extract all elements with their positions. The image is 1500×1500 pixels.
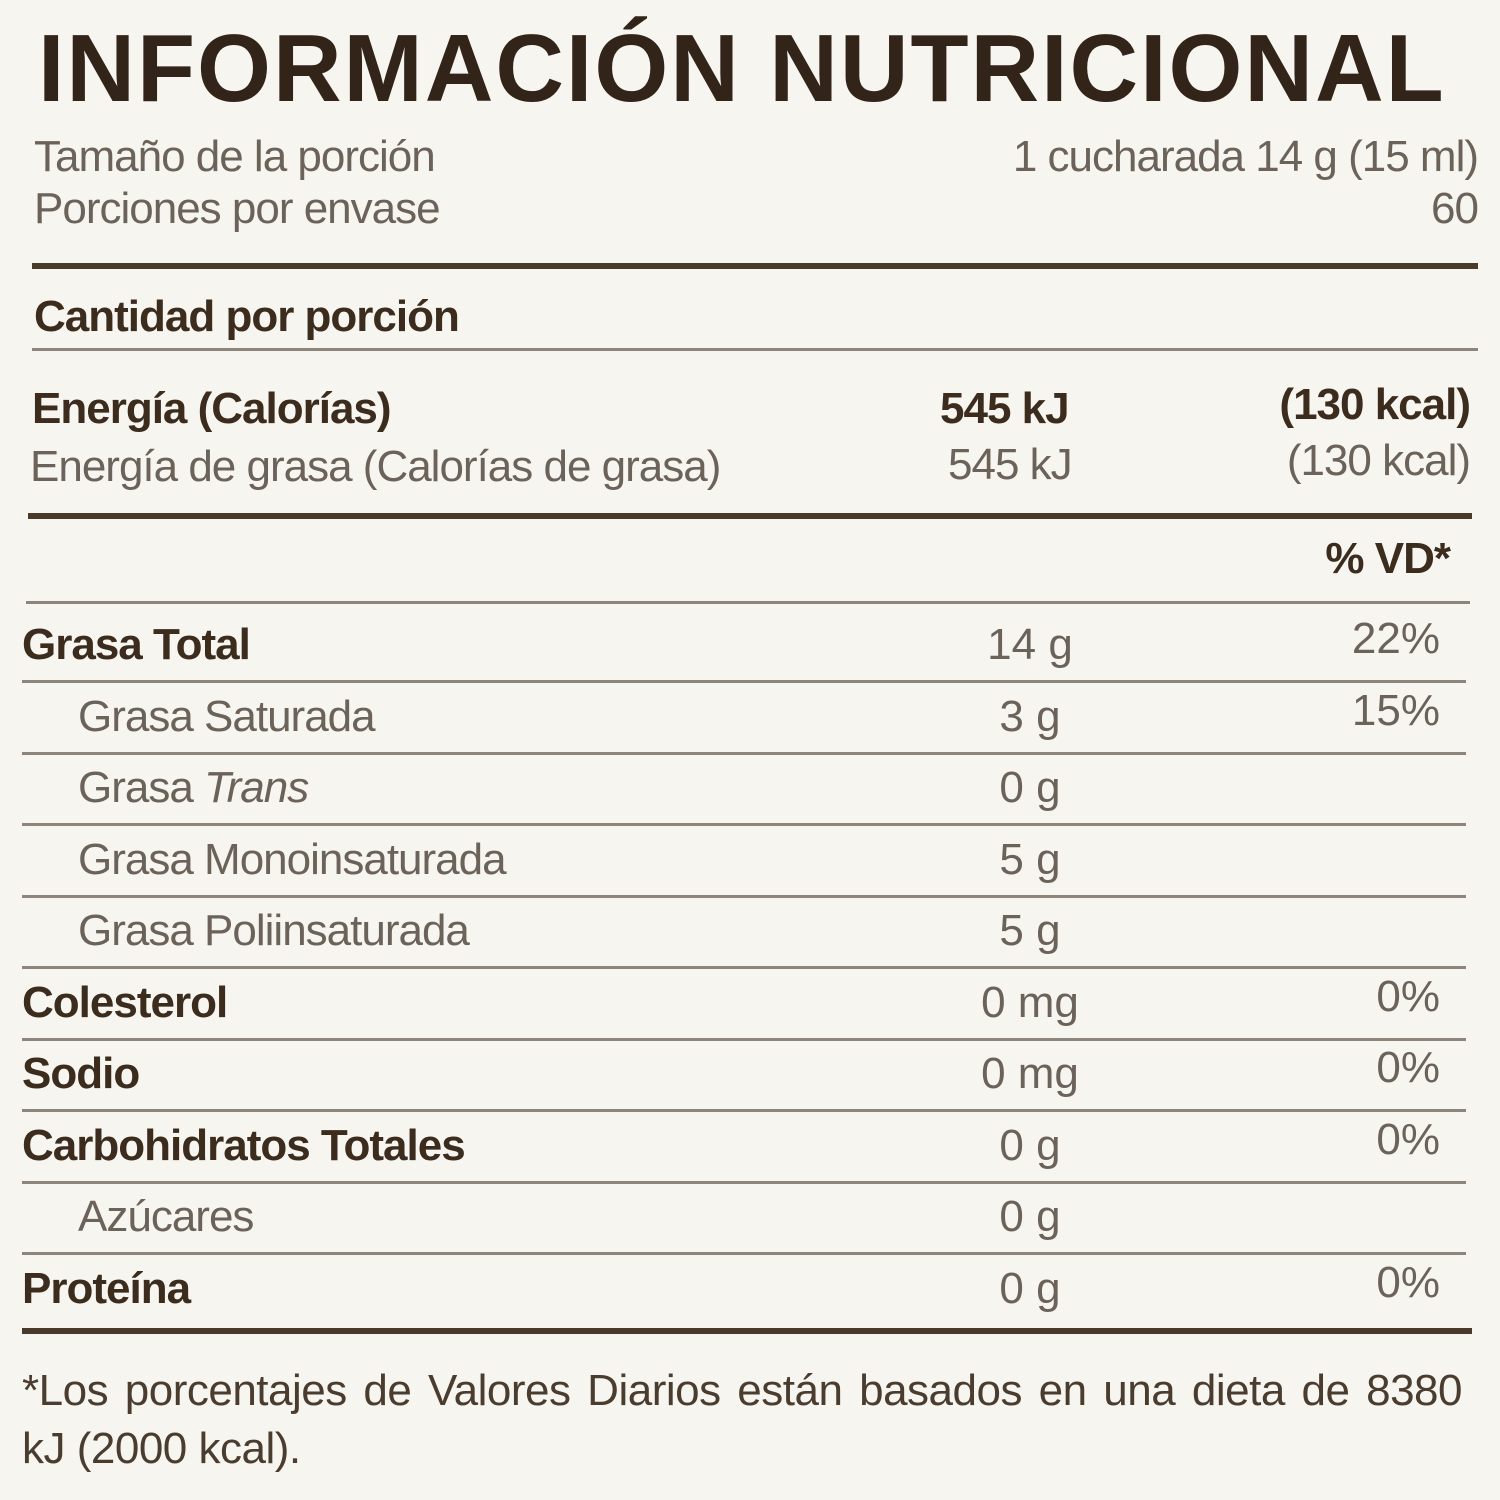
row-divider bbox=[22, 1252, 1466, 1255]
nutrient-amount: 3 g bbox=[999, 691, 1061, 741]
nutrient-daily-value: 0% bbox=[1376, 971, 1440, 1021]
nutrient-label-text: Grasa Monoinsaturada bbox=[78, 834, 507, 884]
nutrient-row: Colesterol 0 mg 0% bbox=[0, 970, 1500, 1041]
nutrient-row: Grasa Trans 0 g bbox=[0, 755, 1500, 826]
nutrient-row: Sodio 0 mg 0% bbox=[0, 1041, 1500, 1112]
nutrient-row: Grasa Monoinsaturada 5 g bbox=[0, 827, 1500, 898]
fat-energy-kcal: (130 kcal) bbox=[1286, 436, 1471, 485]
amount-per-serving-heading: Cantidad por porción bbox=[34, 292, 460, 341]
nutrient-label-text: Grasa Poliinsaturada bbox=[78, 906, 470, 955]
nutrient-amount: 0 mg bbox=[981, 977, 1079, 1027]
nutrient-label: Colesterol bbox=[22, 977, 228, 1028]
row-divider bbox=[22, 1109, 1466, 1112]
nutrient-amount: 5 g bbox=[999, 834, 1061, 884]
fat-energy-kj: 545 kJ bbox=[948, 440, 1073, 489]
nutrient-label: Grasa Monoinsaturada bbox=[78, 834, 507, 885]
nutrient-amount: 0 mg bbox=[981, 1049, 1079, 1098]
divider bbox=[32, 348, 1478, 351]
nutrient-label: Grasa Total bbox=[22, 620, 251, 670]
row-divider bbox=[22, 894, 1466, 898]
nutrient-amount: 5 g bbox=[999, 906, 1061, 955]
nutrient-label: Grasa Saturada bbox=[78, 691, 376, 742]
nutrient-label-text: Colesterol bbox=[22, 977, 228, 1027]
nutrient-amount: 0 g bbox=[999, 1120, 1061, 1170]
nutrient-row: Grasa Poliinsaturada 5 g bbox=[0, 898, 1500, 969]
divider bbox=[26, 601, 1470, 604]
nutrient-row: Grasa Saturada 3 g 15% bbox=[0, 684, 1500, 755]
nutrient-row: Grasa Total 14 g 22% bbox=[0, 612, 1500, 683]
energy-kj: 545 kJ bbox=[940, 384, 1070, 433]
nutrient-label: Carbohidratos Totales bbox=[22, 1120, 466, 1171]
nutrient-amount: 0 g bbox=[999, 1263, 1061, 1313]
nutrient-daily-value: 0% bbox=[1376, 1043, 1440, 1092]
row-divider bbox=[22, 1180, 1466, 1184]
nutrient-row: Proteína 0 g 0% bbox=[0, 1256, 1500, 1327]
serving-size-label: Tamaño de la porción bbox=[34, 132, 436, 181]
nutrient-daily-value: 15% bbox=[1351, 685, 1440, 735]
nutrient-daily-value: 22% bbox=[1351, 614, 1440, 663]
row-divider bbox=[22, 680, 1466, 683]
nutrient-label: Grasa Trans bbox=[78, 763, 309, 813]
nutrient-label-text: Grasa Saturada bbox=[78, 691, 376, 741]
nutrient-amount: 14 g bbox=[987, 620, 1073, 669]
row-divider bbox=[22, 751, 1466, 755]
nutrient-label-text: Sodio bbox=[22, 1049, 140, 1098]
nutrient-amount: 0 g bbox=[999, 763, 1061, 812]
nutrient-label-text: Carbohidratos Totales bbox=[22, 1120, 466, 1170]
nutrient-label: Azúcares bbox=[78, 1192, 254, 1242]
servings-per-container-label: Porciones por envase bbox=[34, 184, 441, 233]
servings-per-container-value: 60 bbox=[1431, 184, 1479, 233]
daily-value-header: % VD* bbox=[1325, 534, 1451, 583]
nutrient-label: Grasa Poliinsaturada bbox=[78, 906, 470, 956]
nutrient-label: Sodio bbox=[22, 1049, 140, 1099]
nutrient-daily-value: 0% bbox=[1376, 1257, 1440, 1307]
serving-size-value: 1 cucharada 14 g (15 ml) bbox=[1012, 132, 1479, 181]
nutrient-row: Azúcares 0 g bbox=[0, 1184, 1500, 1255]
nutrient-label-text: Azúcares bbox=[78, 1192, 254, 1241]
divider bbox=[32, 263, 1478, 269]
row-divider bbox=[22, 966, 1466, 969]
footnote: *Los porcentajes de Valores Diarios está… bbox=[22, 1366, 1463, 1473]
row-divider bbox=[22, 823, 1466, 826]
nutrient-label-italic: Trans bbox=[204, 763, 309, 812]
label-title: INFORMACIÓN NUTRICIONAL bbox=[38, 15, 1446, 122]
nutrient-label-text: Grasa bbox=[78, 763, 205, 812]
nutrient-amount: 0 g bbox=[999, 1192, 1061, 1241]
nutrient-label-text: Proteína bbox=[22, 1263, 191, 1313]
fat-energy-label: Energía de grasa (Calorías de grasa) bbox=[30, 442, 721, 491]
row-divider bbox=[22, 1037, 1466, 1041]
divider bbox=[28, 513, 1472, 519]
nutrient-label: Proteína bbox=[22, 1263, 191, 1314]
nutrient-label-text: Grasa Total bbox=[22, 620, 251, 669]
nutrient-daily-value: 0% bbox=[1376, 1114, 1440, 1164]
energy-kcal: (130 kcal) bbox=[1279, 380, 1471, 429]
divider bbox=[22, 1328, 1472, 1334]
nutrient-row: Carbohidratos Totales 0 g 0% bbox=[0, 1113, 1500, 1184]
energy-label: Energía (Calorías) bbox=[32, 384, 392, 433]
